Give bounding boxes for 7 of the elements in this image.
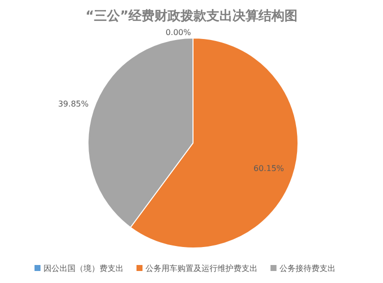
text: 0.00% (166, 28, 191, 37)
chart-title: “三公”经费财政拨款支出决算结构图 (85, 8, 298, 24)
data-label: 60.15% (254, 164, 284, 174)
legend-label: 因公出国（境）费支出 (44, 264, 124, 273)
data-label: 39.85% (58, 100, 89, 108)
legend-label: 公务用车购置及运行维护费支出 (146, 264, 258, 273)
legend-label: 公务接待费支出 (280, 264, 336, 273)
